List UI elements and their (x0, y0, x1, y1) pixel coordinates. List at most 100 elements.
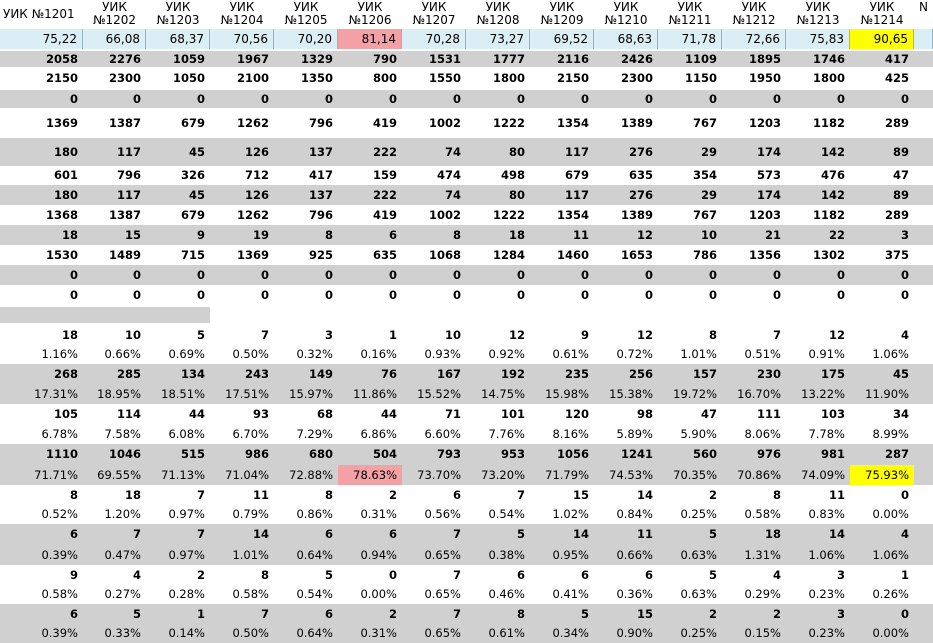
table-cell[interactable]: 5.90% (680, 427, 717, 441)
table-cell[interactable]: 44 (188, 407, 205, 421)
table-cell[interactable]: 75.93% (850, 465, 914, 485)
table-cell[interactable]: 15.98% (530, 384, 594, 404)
table-cell[interactable]: 73.20% (466, 465, 530, 485)
table-cell[interactable]: 81,14 (338, 29, 402, 49)
table-cell-edge[interactable] (914, 505, 933, 524)
table-cell[interactable]: 6 (580, 568, 589, 582)
table-cell[interactable]: 89 (850, 185, 914, 205)
header-cell[interactable]: УИК №1203 (156, 0, 200, 27)
table-cell[interactable]: 0.46% (488, 587, 525, 601)
table-cell[interactable]: 68 (316, 407, 333, 421)
header-cell[interactable]: УИК №1208 (476, 0, 520, 27)
table-cell-edge[interactable] (914, 585, 933, 604)
table-cell[interactable]: 0 (69, 288, 78, 302)
table-cell[interactable]: 2300 (620, 71, 653, 85)
table-cell[interactable]: 70,28 (402, 29, 466, 49)
table-cell[interactable]: 34 (892, 407, 909, 421)
table-cell[interactable]: 8 (69, 488, 78, 502)
grey-block-cell[interactable] (0, 307, 210, 323)
table-cell[interactable]: 74 (402, 138, 466, 166)
table-cell[interactable]: 18 (466, 225, 530, 245)
table-cell[interactable]: 1356 (748, 248, 781, 262)
table-cell[interactable]: 0.61% (466, 624, 530, 643)
table-cell[interactable]: 0.66% (104, 347, 141, 361)
table-cell[interactable]: 111 (756, 407, 781, 421)
table-cell[interactable]: 8 (260, 568, 269, 582)
table-cell-edge[interactable] (914, 185, 933, 205)
table-cell[interactable]: 1.01% (680, 347, 717, 361)
table-cell[interactable]: 1262 (236, 116, 269, 130)
table-cell[interactable]: 0.26% (872, 587, 909, 601)
table-cell[interactable]: 47 (700, 407, 717, 421)
table-cell[interactable]: 4 (772, 568, 781, 582)
table-cell[interactable]: 767 (692, 208, 717, 222)
table-cell[interactable]: 1530 (45, 248, 78, 262)
table-cell[interactable]: 2 (722, 604, 786, 624)
table-cell[interactable]: 0.63% (680, 587, 717, 601)
table-cell[interactable]: 680 (274, 444, 338, 465)
table-cell[interactable]: 6 (0, 604, 83, 624)
table-cell[interactable]: 117 (530, 138, 594, 166)
table-cell[interactable]: 7 (260, 328, 269, 342)
table-cell[interactable]: 1002 (428, 208, 461, 222)
table-cell[interactable]: 0.65% (402, 545, 466, 565)
table-cell[interactable]: 18.51% (146, 384, 210, 404)
table-cell[interactable]: 0 (210, 90, 274, 108)
table-cell[interactable]: 326 (180, 168, 205, 182)
table-cell[interactable]: 0.63% (658, 545, 722, 565)
table-cell[interactable]: 0.41% (552, 587, 589, 601)
table-cell-edge[interactable] (914, 624, 933, 643)
table-cell[interactable]: 1967 (210, 51, 274, 67)
table-cell[interactable]: 0 (850, 90, 914, 108)
table-cell[interactable]: 0.23% (808, 587, 845, 601)
table-cell[interactable]: 981 (786, 444, 850, 465)
table-cell[interactable]: 19 (210, 225, 274, 245)
table-cell[interactable]: 71 (444, 407, 461, 421)
table-cell[interactable]: 47 (892, 168, 909, 182)
table-cell[interactable]: 71.04% (210, 465, 274, 485)
table-cell[interactable]: 7 (196, 488, 205, 502)
table-cell-edge[interactable] (914, 404, 933, 424)
table-cell[interactable]: 790 (338, 51, 402, 67)
table-cell[interactable]: 0 (658, 265, 722, 285)
table-cell[interactable]: 105 (53, 407, 78, 421)
table-cell[interactable]: 117 (83, 138, 146, 166)
table-cell[interactable]: 7 (402, 524, 466, 545)
table-cell[interactable]: 2 (388, 488, 397, 502)
table-cell[interactable]: 0 (466, 265, 530, 285)
table-cell[interactable]: 7 (772, 328, 781, 342)
table-cell[interactable]: 137 (274, 138, 338, 166)
table-cell[interactable]: 1222 (492, 208, 525, 222)
table-cell[interactable]: 6.08% (168, 427, 205, 441)
table-cell[interactable]: 142 (786, 138, 850, 166)
table-cell[interactable]: 8 (402, 225, 466, 245)
table-cell[interactable]: 0.97% (168, 507, 205, 521)
table-cell[interactable]: 1109 (658, 51, 722, 67)
table-cell[interactable]: 69.55% (83, 465, 146, 485)
table-cell[interactable]: 0.27% (104, 587, 141, 601)
table-cell[interactable]: 1.06% (872, 347, 909, 361)
table-cell[interactable]: 126 (210, 185, 274, 205)
table-cell[interactable]: 74 (402, 185, 466, 205)
table-cell[interactable]: 0 (338, 90, 402, 108)
table-cell[interactable]: 72.88% (274, 465, 338, 485)
table-cell[interactable]: 68,37 (146, 29, 210, 49)
table-cell-edge[interactable] (914, 325, 933, 345)
table-cell[interactable]: 573 (756, 168, 781, 182)
table-cell[interactable]: 1489 (108, 248, 141, 262)
table-cell[interactable]: 0 (260, 288, 269, 302)
table-cell[interactable]: 3 (836, 568, 845, 582)
header-cell[interactable]: УИК №1211 (668, 0, 712, 27)
table-cell[interactable]: 0 (594, 90, 658, 108)
table-cell-edge[interactable] (914, 90, 933, 108)
table-cell[interactable]: 10 (124, 328, 141, 342)
table-cell[interactable]: 767 (692, 116, 717, 130)
table-cell[interactable]: 1653 (620, 248, 653, 262)
table-cell-edge[interactable] (914, 465, 933, 485)
table-cell[interactable]: 0 (900, 288, 909, 302)
table-cell[interactable]: 7.58% (104, 427, 141, 441)
table-cell[interactable]: 0 (786, 90, 850, 108)
table-cell[interactable]: 103 (820, 407, 845, 421)
table-cell[interactable]: 11.90% (850, 384, 914, 404)
table-cell[interactable]: 0.79% (232, 507, 269, 521)
